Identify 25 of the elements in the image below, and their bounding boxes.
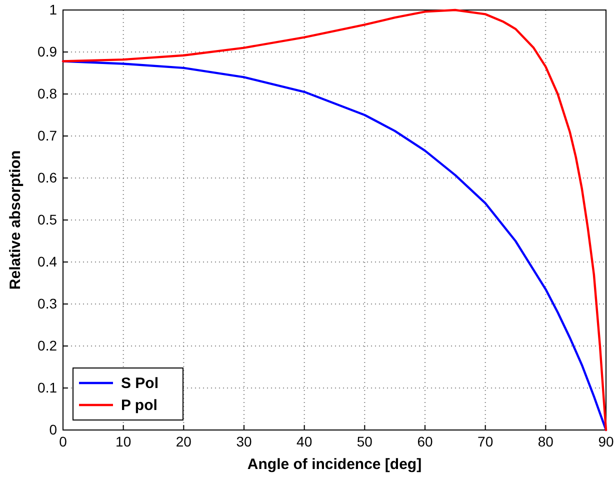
y-tick-label: 0.8 xyxy=(38,85,58,102)
y-axis-title: Relative absorption xyxy=(7,150,24,290)
y-tick-label: 0.4 xyxy=(38,253,58,270)
y-tick-label: 0.3 xyxy=(38,295,58,312)
y-tick-label: 0.6 xyxy=(38,169,58,186)
x-tick-label: 60 xyxy=(417,434,433,450)
legend-label: P pol xyxy=(121,397,158,414)
y-tick-label: 0.1 xyxy=(38,379,58,396)
x-axis-title: Angle of incidence [deg] xyxy=(247,456,422,473)
x-tick-label: 50 xyxy=(356,434,373,450)
x-tick-label: 20 xyxy=(176,434,192,450)
x-tick-label: 10 xyxy=(116,434,132,450)
x-tick-label: 90 xyxy=(598,434,614,450)
x-tick-label: 30 xyxy=(236,434,252,450)
y-tick-label: 0 xyxy=(49,421,58,438)
x-tick-label: 0 xyxy=(59,434,68,450)
x-tick-label: 80 xyxy=(538,434,554,450)
legend-label: S Pol xyxy=(121,375,159,392)
y-tick-label: 0.7 xyxy=(38,127,58,144)
x-tick-label: 70 xyxy=(478,434,494,450)
y-tick-label: 0.9 xyxy=(38,43,58,60)
y-tick-label: 0.5 xyxy=(38,211,58,228)
y-tick-label: 1 xyxy=(49,1,58,18)
y-tick-label: 0.2 xyxy=(38,337,58,354)
x-tick-label: 40 xyxy=(296,434,312,450)
